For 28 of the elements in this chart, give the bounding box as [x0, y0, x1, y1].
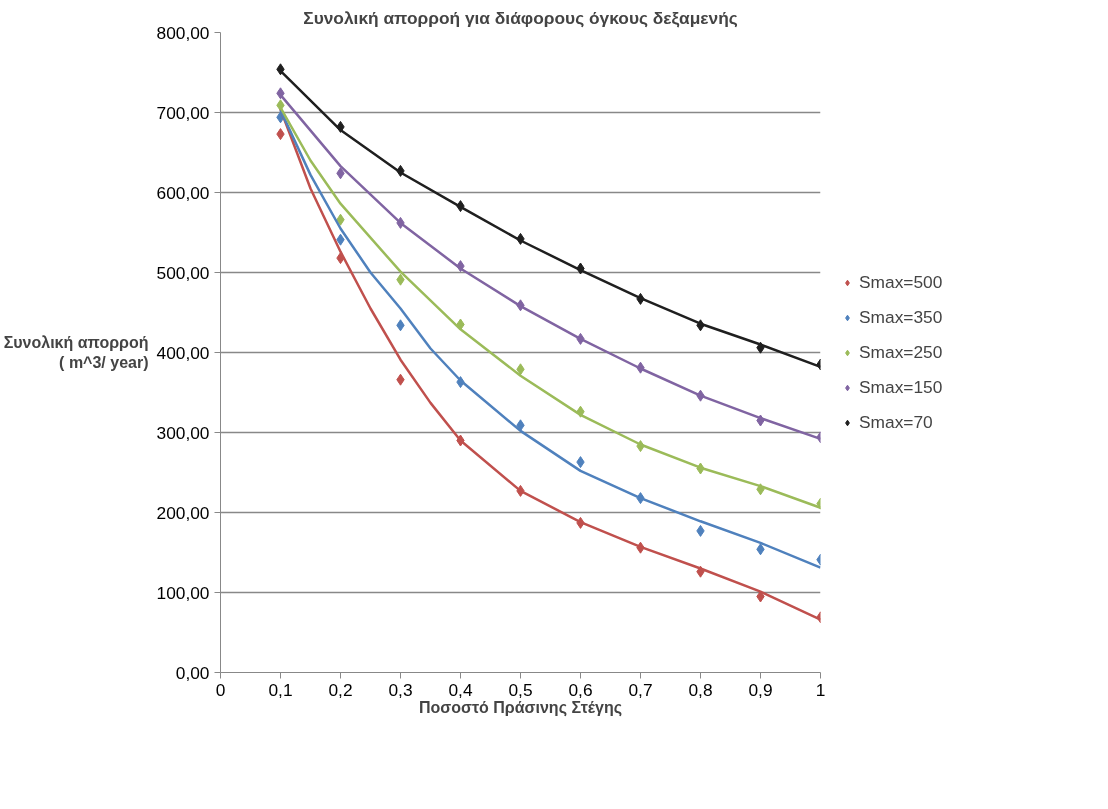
x-tick-label: 0,8	[688, 679, 713, 700]
y-tick-label: 100,00	[156, 582, 210, 603]
y-tick-label: 300,00	[156, 422, 210, 443]
y-tick-label: 500,00	[156, 262, 210, 283]
y-tick-label: 600,00	[156, 182, 210, 203]
x-tick-label: 0,9	[748, 679, 773, 700]
legend-label: Smax=150	[859, 376, 943, 398]
y-tick-label: 400,00	[156, 342, 210, 363]
legend-label: Smax=70	[859, 411, 933, 433]
x-tick-label: 0,4	[448, 679, 473, 700]
x-tick-label: 0,3	[388, 679, 413, 700]
y-tick-label: 0,00	[175, 662, 210, 683]
x-tick-label: 1	[815, 679, 826, 700]
y-tick-label: 200,00	[156, 502, 210, 523]
x-tick-label: 0,1	[268, 679, 293, 700]
y-tick-label: 700,00	[156, 102, 210, 123]
legend-label: Smax=500	[859, 271, 943, 293]
legend-label: Smax=250	[859, 341, 943, 363]
y-axis-title: Συνολική απορροή ( m^3/ year)	[3, 333, 149, 372]
x-axis-title: Ποσοστό Πράσινης Στέγης	[418, 698, 623, 717]
x-tick-label: 0	[215, 679, 226, 700]
x-tick-label: 0,6	[568, 679, 593, 700]
x-tick-label: 0,7	[628, 679, 653, 700]
chart-title: Συνολική απορροή για διάφορους όγκους δεξαμενής	[303, 7, 738, 28]
legend-label: Smax=350	[859, 306, 943, 328]
y-tick-label: 800,00	[156, 22, 210, 43]
x-tick-label: 0,2	[328, 679, 353, 700]
x-tick-label: 0,5	[508, 679, 533, 700]
